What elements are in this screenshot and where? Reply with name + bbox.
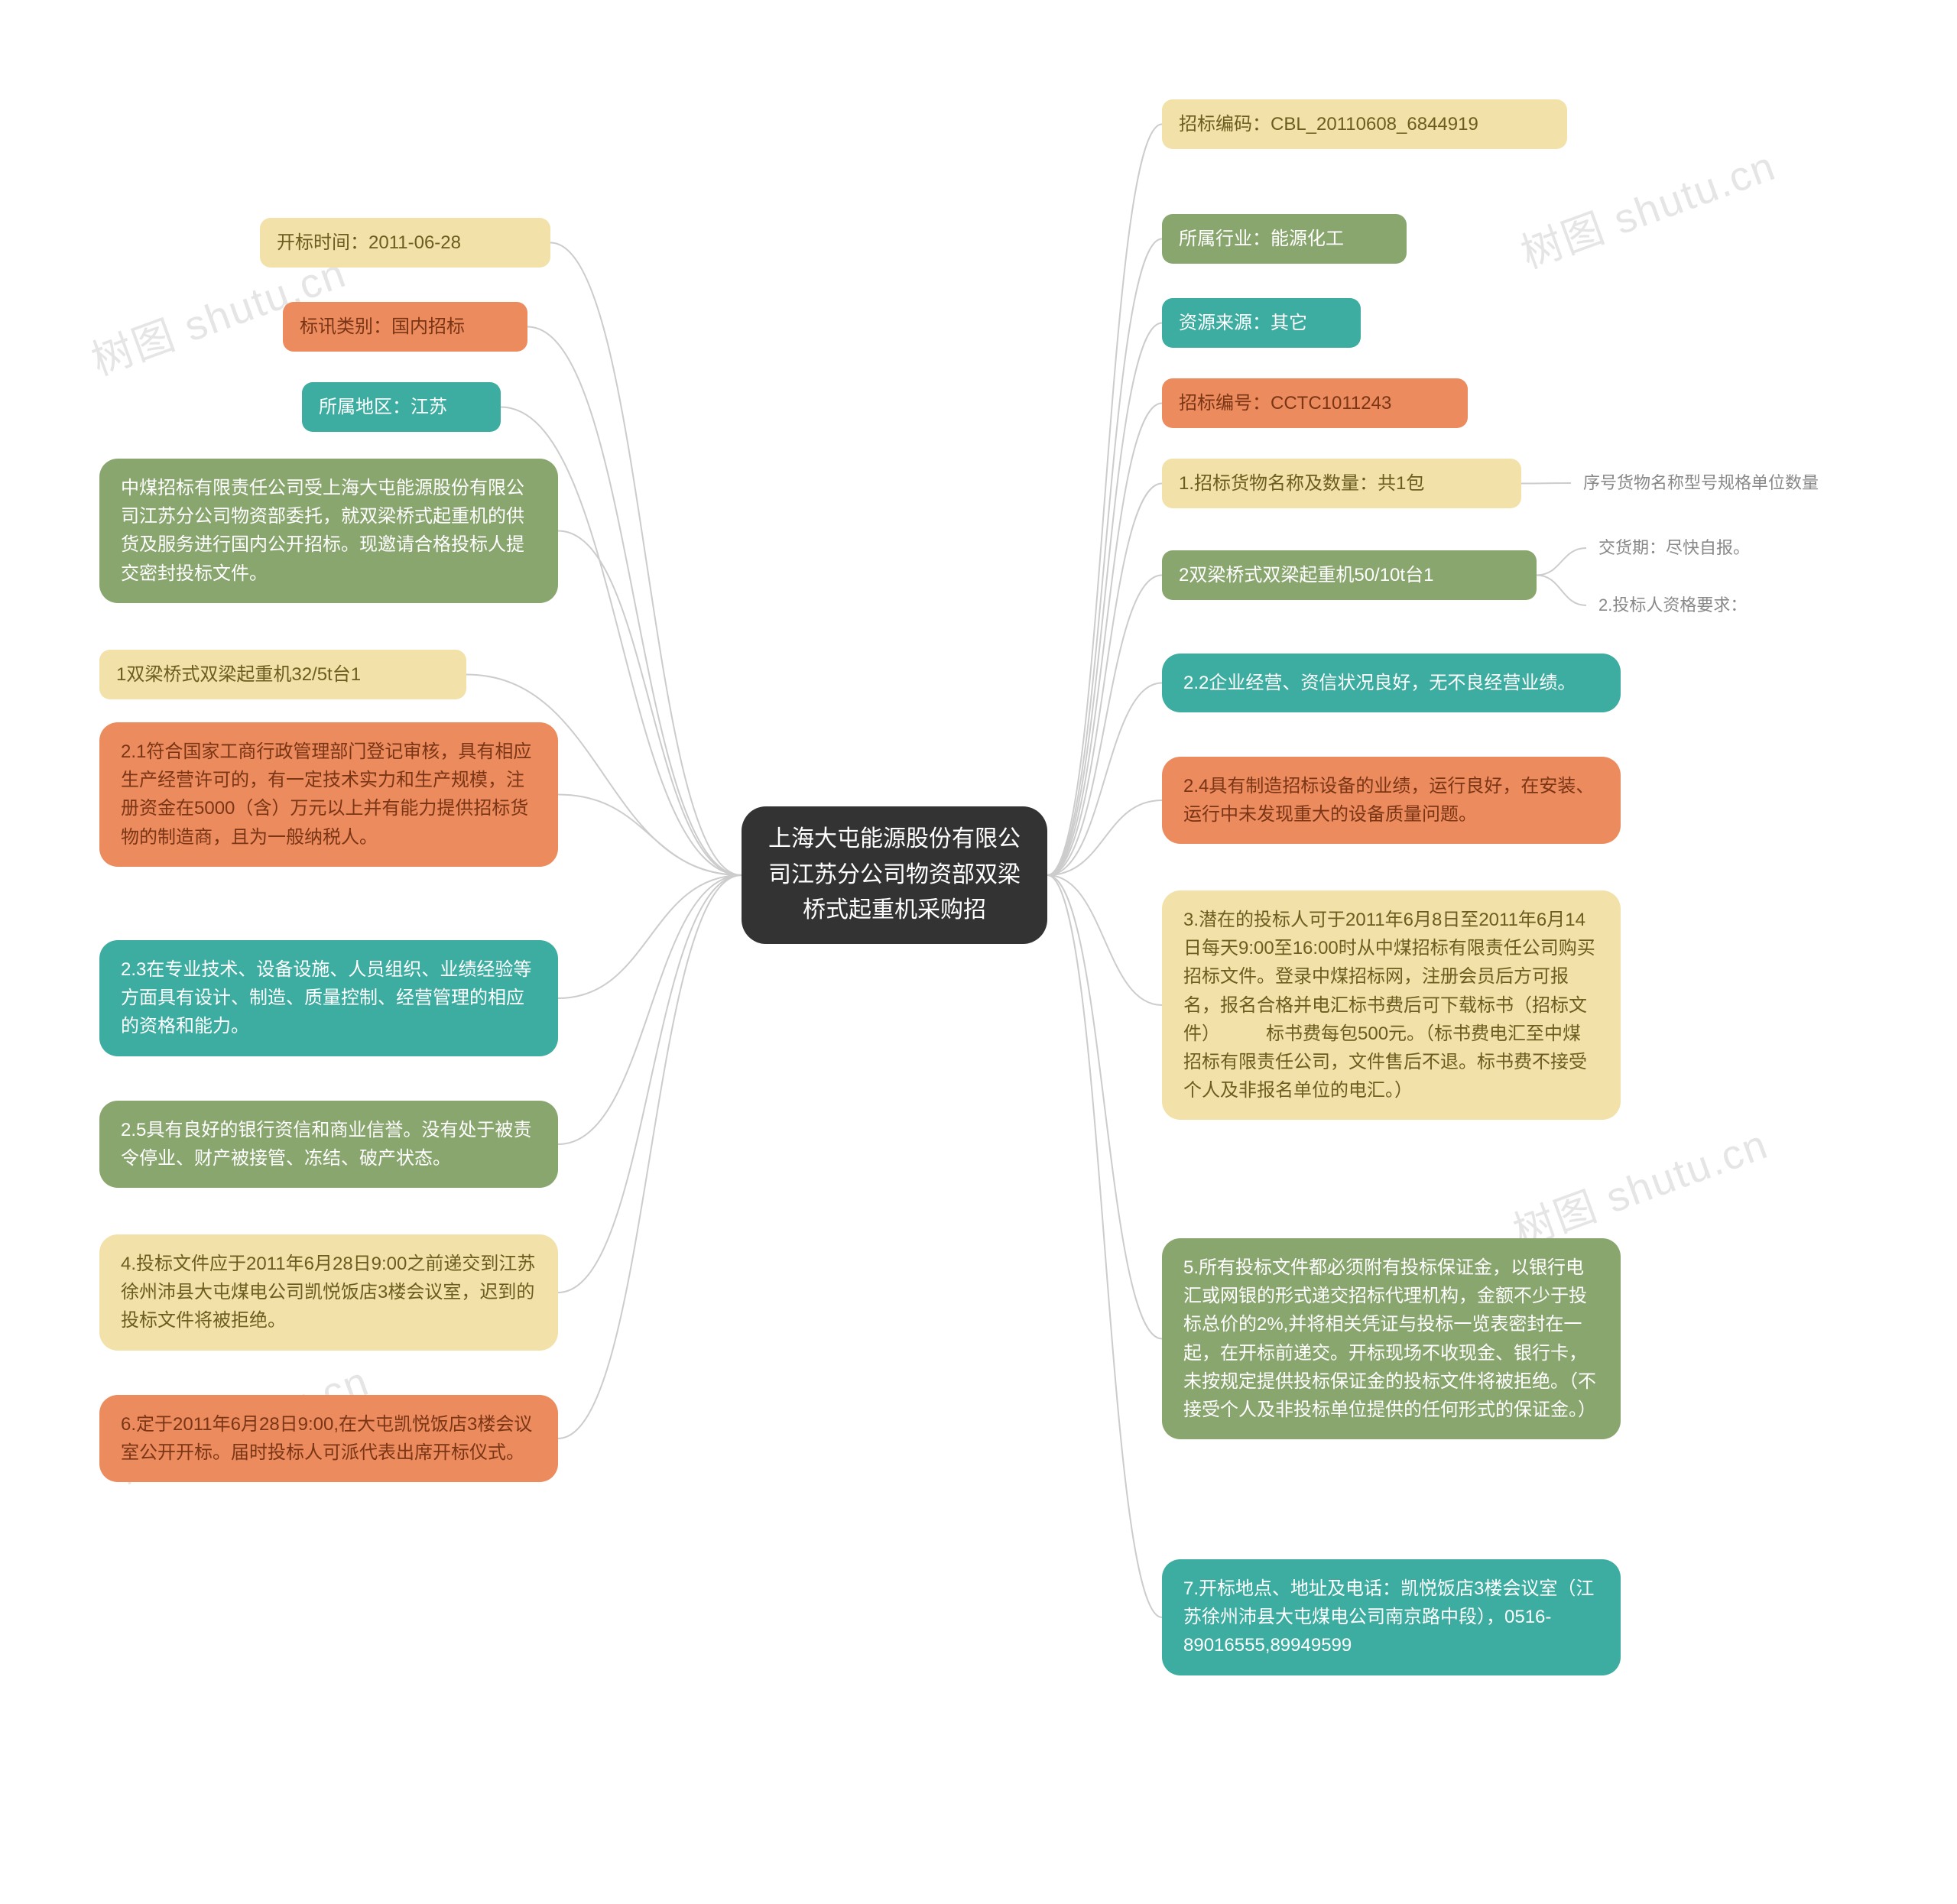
node-delivery: 交货期：尽快自报。 xyxy=(1586,527,1816,569)
node-4: 4.投标文件应于2011年6月28日9:00之前递交到江苏徐州沛县大屯煤电公司凯… xyxy=(99,1234,558,1351)
node-right-item2: 2双梁桥式双梁起重机50/10t台1 xyxy=(1162,550,1537,600)
watermark: 树图 shutu.cn xyxy=(1504,1111,1775,1259)
node-qualif: 2.投标人资格要求： xyxy=(1586,585,1816,626)
watermark: 树图 shutu.cn xyxy=(1511,132,1783,281)
node-3: 3.潜在的投标人可于2011年6月8日至2011年6月14日每天9:00至16:… xyxy=(1162,890,1621,1120)
node-source: 资源来源：其它 xyxy=(1162,298,1361,348)
mindmap-center: 上海大屯能源股份有限公司江苏分公司物资部双梁桥式起重机采购招 xyxy=(742,806,1047,944)
node-tender-code: 招标编码：CBL_20110608_6844919 xyxy=(1162,99,1567,149)
node-7: 7.开标地点、地址及电话：凯悦饭店3楼会议室（江苏徐州沛县大屯煤电公司南京路中段… xyxy=(1162,1559,1621,1675)
node-left-item1: 1双梁桥式双梁起重机32/5t台1 xyxy=(99,650,466,699)
node-goods-sub: 序号货物名称型号规格单位数量 xyxy=(1571,462,1877,504)
node-goods: 1.招标货物名称及数量：共1包 xyxy=(1162,459,1521,508)
node-6: 6.定于2011年6月28日9:00,在大屯凯悦饭店3楼会议室公开开标。届时投标… xyxy=(99,1395,558,1482)
node-2-2: 2.2企业经营、资信状况良好，无不良经营业绩。 xyxy=(1162,654,1621,712)
node-region: 所属地区：江苏 xyxy=(302,382,501,432)
node-industry: 所属行业：能源化工 xyxy=(1162,214,1407,264)
node-entrust: 中煤招标有限责任公司受上海大屯能源股份有限公司江苏分公司物资部委托，就双梁桥式起… xyxy=(99,459,558,603)
node-bid-number: 招标编号：CCTC1011243 xyxy=(1162,378,1468,428)
node-5: 5.所有投标文件都必须附有投标保证金，以银行电汇或网银的形式递交招标代理机构，金… xyxy=(1162,1238,1621,1439)
node-2-1: 2.1符合国家工商行政管理部门登记审核，具有相应生产经营许可的，有一定技术实力和… xyxy=(99,722,558,867)
node-bid-type: 标讯类别：国内招标 xyxy=(283,302,527,352)
node-2-5: 2.5具有良好的银行资信和商业信誉。没有处于被责令停业、财产被接管、冻结、破产状… xyxy=(99,1101,558,1188)
node-open-time: 开标时间：2011-06-28 xyxy=(260,218,550,268)
node-2-3: 2.3在专业技术、设备设施、人员组织、业绩经验等方面具有设计、制造、质量控制、经… xyxy=(99,940,558,1056)
node-2-4: 2.4具有制造招标设备的业绩，运行良好，在安装、运行中未发现重大的设备质量问题。 xyxy=(1162,757,1621,844)
